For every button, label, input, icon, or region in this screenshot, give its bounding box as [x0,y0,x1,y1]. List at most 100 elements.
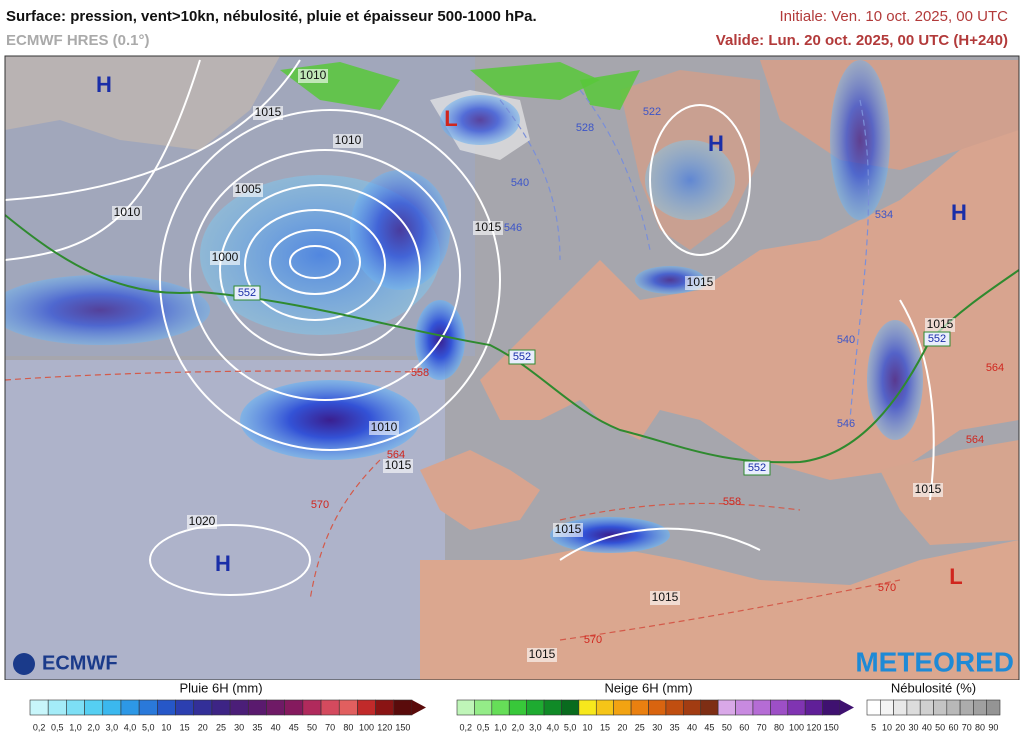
legend-swatch [229,699,249,716]
legend-tick-label: 150 [824,722,839,732]
legend-tick-label: 45 [289,722,299,732]
thickness-label-box [508,349,536,365]
legend-swatch [752,699,771,716]
thickness-label: 546 [837,418,855,430]
legend-tick-label: 4,0 [546,722,559,732]
thickness-lines [499,89,870,421]
legend-tick-label: 25 [216,722,226,732]
legend-swatch [66,699,85,716]
legend-swatch [879,699,894,716]
legend-swatch [683,699,702,716]
iberia [420,450,540,530]
snow-area [470,62,600,100]
middle-east [880,440,1019,545]
legend-title: Neige 6H (mm) [604,680,692,695]
legend-arrow [412,700,426,715]
precipitation [5,275,210,345]
logo-ecmwf: ECMWF [42,652,118,674]
legend-tick-label: 2,0 [512,722,525,732]
isobar-label: 1010 [335,133,362,147]
legend-swatch [157,699,176,716]
precipitation [645,140,735,220]
thickness-label: 570 [878,582,896,594]
isobar-label-bg [913,483,943,497]
isobar-label-bg [527,648,557,662]
legend-swatch [247,699,267,716]
thickness-lines [5,370,901,641]
legend-tick-label: 30 [909,722,919,732]
isobar-label-bg [383,459,413,473]
legend-swatch [595,699,614,716]
thickness-label: 558 [411,367,429,379]
pressure-center: H [708,131,724,156]
legend-tick-label: 120 [377,722,392,732]
legend-tick-label: 70 [757,722,767,732]
thickness-label-box [743,460,771,476]
legend-tick-label: 120 [806,722,821,732]
isobar-label-bg [685,276,715,290]
thickness-label: 528 [576,122,594,134]
thickness-label: 522 [643,106,661,118]
legend-tick-label: 40 [271,722,281,732]
legend-tick-label: 70 [325,722,335,732]
legend-title: Nébulosité (%) [891,680,976,695]
thickness-label: 552 [513,351,531,363]
isobar-label-bg [112,206,142,220]
legend-tick-label: 2,0 [87,722,100,732]
legend-tick-label: 3,0 [529,722,542,732]
legend-swatch [561,699,580,716]
legend-tick-label: 40 [687,722,697,732]
thickness-label: 552 [928,333,946,345]
legend-swatch [717,699,736,716]
isobar-label-bg [473,221,503,235]
thickness-label: 558 [723,496,741,508]
isobar-label: 1020 [189,514,216,528]
legend-tick-label: 20 [198,722,208,732]
legend-swatch [29,699,49,716]
isobar-label: 1015 [915,482,942,496]
legend-tick-label: 60 [948,722,958,732]
thickness-label: 534 [875,209,893,221]
legend-tick-label: 100 [359,722,374,732]
legend-tick-label: 70 [962,722,972,732]
legend-tick-label: 35 [252,722,262,732]
legend-swatch [375,699,395,716]
isobar-label-bg [210,251,240,265]
legend-swatch [393,699,413,716]
legend-tick-label: 80 [343,722,353,732]
legend-swatch [84,699,104,716]
map: H L H H H L 1010 1015 1010 1005 1010 1000 1015 1015 10… [4,55,1020,680]
isobar-label: 1015 [652,590,679,604]
legend-tick-label: 0,5 [51,722,64,732]
legend-swatch [866,699,881,716]
isobar-label-bg [369,421,399,435]
legend-swatch [735,699,754,716]
legend-swatch [787,699,806,716]
pressure-center: H [215,551,231,576]
legend-swatch [338,699,358,716]
legend-tick-label: 150 [395,722,410,732]
legend-swatch [804,699,823,716]
legend-tick-label: 1,0 [69,722,82,732]
thickness-label: 564 [966,434,984,446]
isobar-label-bg [253,106,283,120]
legend-swatch [959,699,974,716]
logo-ecmwf-icon [13,653,35,675]
legend-swatch [665,699,684,716]
isobar-label: 1010 [300,68,327,82]
thickness-label: 546 [504,222,522,234]
legend-swatch [138,699,158,716]
pressure-center: L [444,106,457,131]
legend-tick-label: 50 [935,722,945,732]
legend-swatch [543,699,562,716]
legend-swatch [491,699,510,716]
legend-swatch [474,699,493,716]
legend-tick-label: 35 [670,722,680,732]
legend-swatch [700,699,719,716]
legend-swatch [973,699,988,716]
pressure-center: H [96,72,112,97]
legend-swatch [456,699,475,716]
legend-tick-label: 10 [882,722,892,732]
legend-swatch [284,699,304,716]
